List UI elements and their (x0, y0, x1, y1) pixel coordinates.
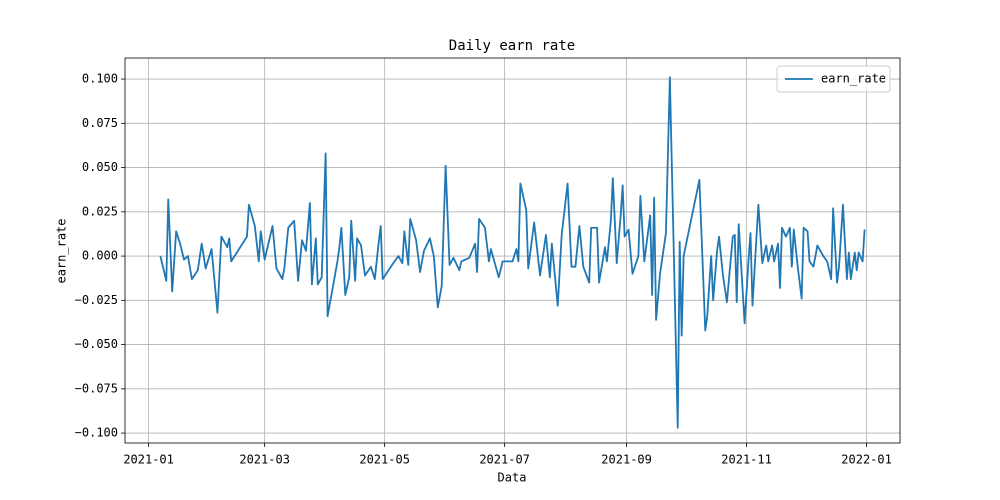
y-tick-label: 0.075 (82, 116, 118, 130)
x-tick-label: 2021-05 (359, 453, 410, 467)
y-tick-label: 0.000 (82, 249, 118, 263)
data-line (159, 76, 866, 429)
x-tick-label: 2021-09 (601, 453, 652, 467)
legend-box (776, 65, 891, 93)
y-axis-label: earn_rate (55, 218, 69, 283)
y-tick-label: 0.025 (82, 204, 118, 218)
x-tick-label: 2021-03 (239, 453, 290, 467)
plot-frame (124, 57, 901, 444)
y-tick-label: 0.100 (82, 72, 118, 86)
x-axis-label: Data (498, 471, 527, 485)
y-tick-label: −0.075 (75, 381, 118, 395)
x-tick-label: 2021-11 (721, 453, 772, 467)
x-tick-label: 2022-01 (841, 453, 892, 467)
y-tick-label: 0.050 (82, 160, 118, 174)
x-tick-label: 2021-01 (123, 453, 174, 467)
x-tick-label: 2021-07 (479, 453, 530, 467)
y-tick-label: −0.100 (75, 426, 118, 440)
legend-label: earn_rate (821, 72, 886, 86)
chart-title: Daily earn rate (449, 38, 575, 54)
y-tick-label: −0.050 (75, 337, 118, 351)
y-tick-label: −0.025 (75, 293, 118, 307)
